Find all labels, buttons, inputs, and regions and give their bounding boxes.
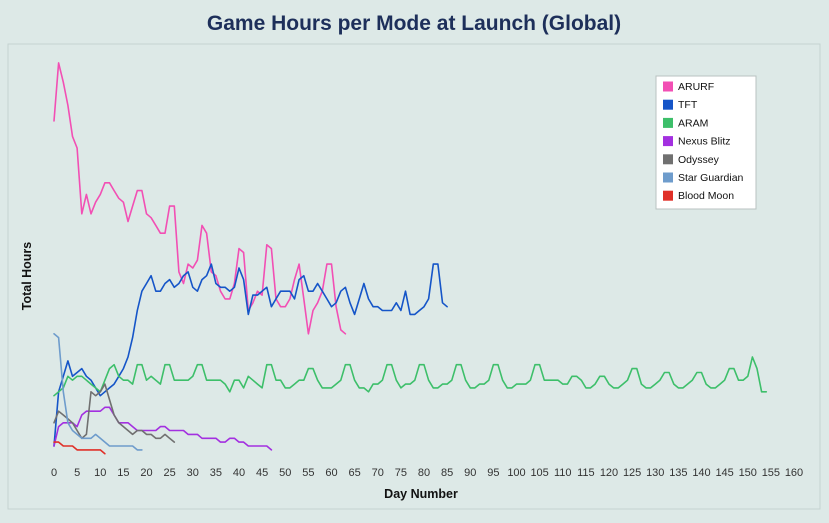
x-tick-label: 100	[507, 467, 525, 479]
x-tick-label: 0	[51, 467, 57, 479]
legend-label: Nexus Blitz	[678, 136, 731, 148]
x-tick-label: 25	[164, 467, 176, 479]
legend-swatch	[663, 81, 673, 92]
x-tick-label: 150	[739, 467, 757, 479]
chart-title: Game Hours per Mode at Launch (Global)	[207, 12, 621, 35]
x-tick-label: 135	[669, 467, 687, 479]
series-line-tft	[53, 263, 448, 447]
x-tick-labels: 0 5 10 15 20 25 30 35 40 45 50 55 60 65 70 75 80 85 90 95 10…	[51, 467, 803, 479]
legend-swatch	[663, 117, 673, 128]
series-line-aram	[53, 356, 768, 397]
x-tick-label: 160	[785, 467, 803, 479]
legend-label: Star Guardian	[678, 172, 744, 184]
series-line-nexus-blitz	[53, 406, 273, 451]
legend-label: ARURF	[678, 81, 714, 93]
series-line-star-guardian	[53, 332, 143, 451]
x-tick-label: 55	[302, 467, 314, 479]
x-tick-label: 5	[74, 467, 80, 479]
x-tick-label: 125	[623, 467, 641, 479]
x-tick-label: 30	[187, 467, 199, 479]
x-tick-label: 110	[554, 467, 572, 479]
x-tick-label: 130	[646, 467, 664, 479]
x-tick-label: 75	[395, 467, 407, 479]
legend-swatch	[663, 154, 673, 165]
x-tick-label: 140	[692, 467, 710, 479]
x-tick-label: 50	[279, 467, 291, 479]
x-tick-label: 60	[325, 467, 337, 479]
legend-swatch	[663, 172, 673, 183]
x-tick-label: 80	[418, 467, 430, 479]
legend-label: TFT	[678, 99, 698, 111]
legend-swatch	[663, 136, 673, 147]
legend-swatch	[663, 99, 673, 110]
series-line-arurf	[53, 62, 347, 335]
x-tick-label: 95	[487, 467, 499, 479]
series-line-blood-moon	[53, 441, 106, 455]
plot-frame	[7, 43, 821, 510]
legend-label: Blood Moon	[678, 190, 734, 202]
x-tick-label: 145	[715, 467, 733, 479]
x-tick-label: 40	[233, 467, 245, 479]
legend: ARURF TFT ARAM Nexus Blitz Odyssey Star Guard…	[655, 75, 757, 210]
x-tick-label: 65	[349, 467, 361, 479]
x-axis-label: Day Number	[384, 487, 458, 501]
y-axis-label: Total Hours	[20, 242, 34, 311]
x-tick-label: 35	[210, 467, 222, 479]
legend-label: Odyssey	[678, 154, 720, 166]
x-tick-label: 10	[94, 467, 106, 479]
x-tick-label: 45	[256, 467, 268, 479]
series-lines	[53, 62, 768, 455]
x-tick-label: 155	[762, 467, 780, 479]
x-tick-label: 70	[372, 467, 384, 479]
x-tick-label: 90	[464, 467, 476, 479]
legend-swatch	[663, 190, 673, 201]
x-tick-label: 105	[530, 467, 548, 479]
x-tick-label: 120	[600, 467, 618, 479]
x-tick-label: 20	[140, 467, 152, 479]
legend-label: ARAM	[678, 117, 708, 129]
x-tick-label: 15	[117, 467, 129, 479]
x-tick-label: 115	[577, 467, 595, 479]
series-line-odyssey	[53, 383, 176, 443]
x-tick-label: 85	[441, 467, 453, 479]
